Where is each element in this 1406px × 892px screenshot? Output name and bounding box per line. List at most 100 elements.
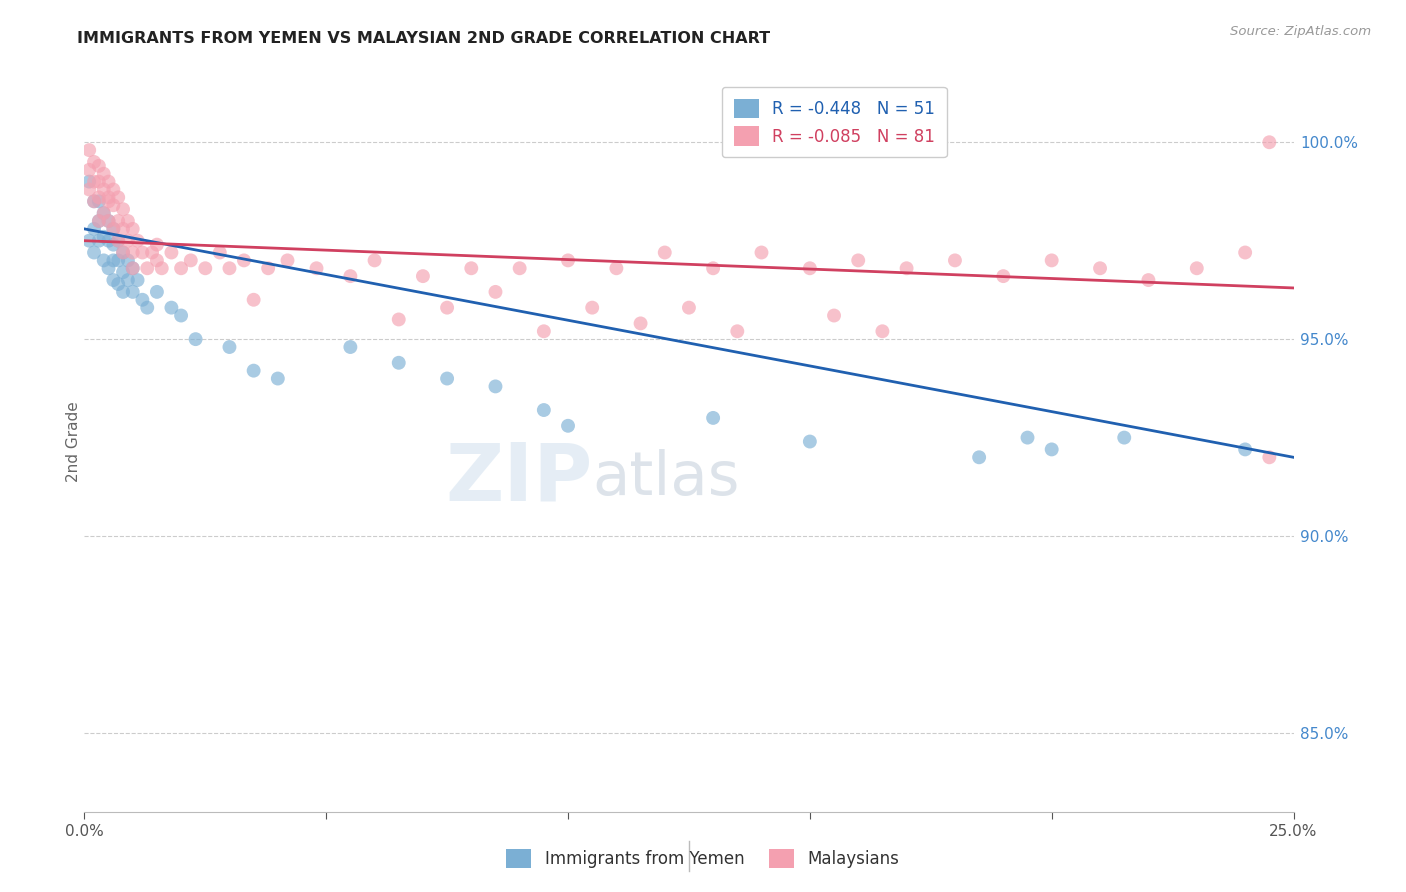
Point (83, 194, 105, 209)
Point (83, 194, 105, 209)
Point (1185, 261, 1208, 276)
Point (557, 418, 579, 433)
Point (194, 261, 217, 276)
Point (872, 324, 894, 338)
Point (131, 293, 153, 307)
Point (121, 245, 143, 260)
Legend: Immigrants from Yemen, Malaysians: Immigrants from Yemen, Malaysians (499, 842, 907, 875)
Point (107, 234, 129, 248)
Point (1258, 450, 1281, 465)
Point (107, 190, 129, 204)
Point (218, 340, 240, 354)
Point (678, 301, 700, 315)
Point (436, 301, 458, 315)
Point (87, 159, 110, 173)
Point (823, 309, 845, 323)
Point (233, 253, 256, 268)
Point (112, 202, 135, 217)
Point (509, 261, 531, 276)
Point (103, 198, 125, 212)
Point (103, 237, 125, 252)
Point (77, 234, 100, 248)
Point (1137, 273, 1160, 287)
Point (83, 222, 105, 236)
Point (117, 253, 139, 268)
Point (77, 182, 100, 196)
Point (121, 261, 143, 276)
Point (93, 167, 115, 181)
Point (83, 245, 105, 260)
Point (339, 269, 361, 284)
Point (267, 371, 290, 385)
Point (136, 301, 159, 315)
Point (388, 312, 411, 326)
Point (117, 273, 139, 287)
Point (846, 253, 869, 268)
Point (460, 261, 482, 276)
Point (388, 356, 411, 370)
Point (87, 214, 110, 228)
Point (218, 261, 240, 276)
Point (87, 194, 110, 209)
Point (1114, 431, 1136, 445)
Point (180, 253, 202, 268)
Point (751, 245, 773, 260)
Point (127, 273, 149, 287)
Point (121, 285, 143, 299)
Point (97, 234, 120, 248)
Point (436, 371, 458, 385)
Point (103, 222, 125, 236)
Point (533, 403, 555, 417)
Point (146, 237, 169, 252)
Point (97, 261, 120, 276)
Point (97, 214, 120, 228)
Point (112, 245, 135, 260)
Point (1040, 253, 1063, 268)
Point (799, 261, 821, 276)
Point (484, 285, 506, 299)
Point (967, 450, 990, 465)
Point (97, 175, 120, 189)
Text: Source: ZipAtlas.com: Source: ZipAtlas.com (1230, 25, 1371, 38)
Point (77, 162, 100, 177)
Point (1234, 245, 1257, 260)
Point (93, 253, 115, 268)
Point (170, 261, 193, 276)
Point (131, 245, 153, 260)
Point (160, 245, 183, 260)
Point (107, 214, 129, 228)
Point (112, 245, 135, 260)
Point (557, 253, 579, 268)
Text: ZIP: ZIP (444, 440, 592, 517)
Point (136, 261, 159, 276)
Point (605, 261, 627, 276)
Point (257, 261, 280, 276)
Point (77, 175, 100, 189)
Point (1234, 442, 1257, 457)
Point (1040, 442, 1063, 457)
Point (896, 261, 918, 276)
Point (87, 234, 110, 248)
Point (305, 261, 328, 276)
Point (1258, 135, 1281, 149)
Point (208, 245, 231, 260)
Point (103, 182, 125, 196)
Point (412, 269, 434, 284)
Point (150, 261, 173, 276)
Point (107, 277, 129, 291)
Point (160, 301, 183, 315)
Point (1017, 431, 1039, 445)
Point (93, 206, 115, 220)
Point (103, 253, 125, 268)
Point (103, 222, 125, 236)
Legend: R = -0.448   N = 51, R = -0.085   N = 81: R = -0.448 N = 51, R = -0.085 N = 81 (723, 87, 946, 157)
Point (339, 340, 361, 354)
Point (97, 194, 120, 209)
Point (77, 143, 100, 157)
Point (117, 214, 139, 228)
Point (630, 317, 652, 331)
Point (654, 245, 676, 260)
Point (702, 261, 724, 276)
Point (121, 261, 143, 276)
Point (93, 206, 115, 220)
